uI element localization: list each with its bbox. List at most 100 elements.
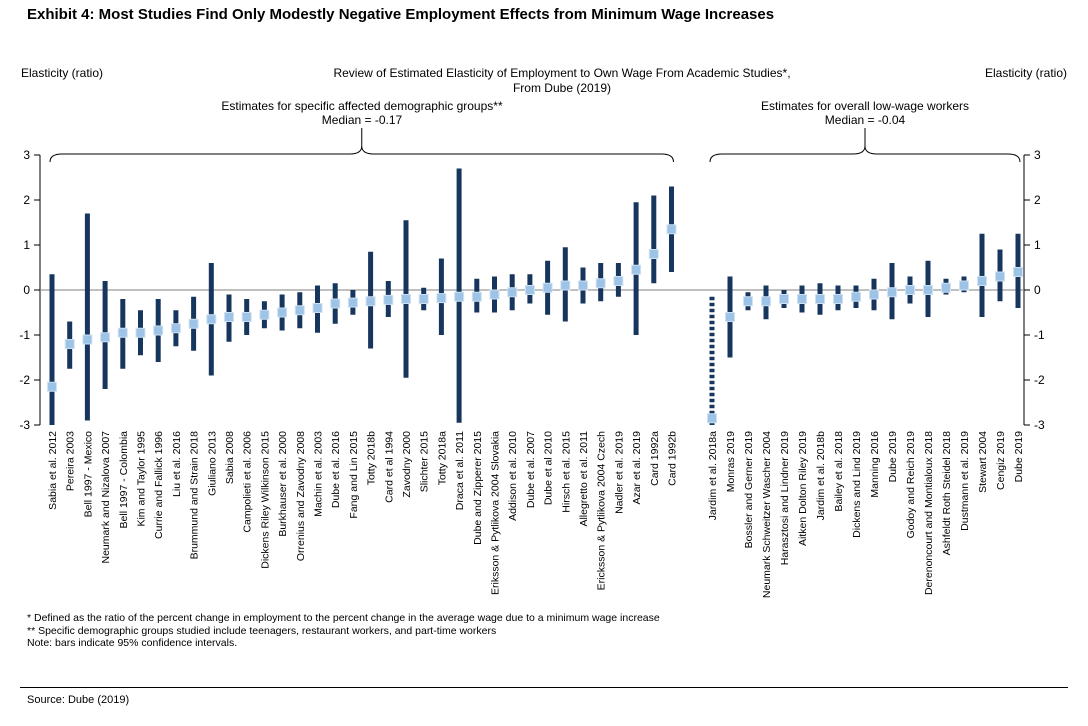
x-axis-study-label: Dube et al 2010 — [543, 431, 555, 505]
point-estimate-marker — [330, 298, 341, 309]
point-estimate-marker — [941, 282, 951, 293]
point-estimate-marker — [797, 294, 807, 304]
chart-title: Review of Estimated Elasticity of Employ… — [333, 66, 790, 96]
y-tick-label-left: 0 — [23, 283, 30, 297]
ci-bar — [651, 195, 657, 284]
point-estimate-marker — [312, 303, 323, 313]
point-estimate-marker — [454, 291, 465, 302]
y-tick-label-right: 1 — [1034, 238, 1041, 252]
x-axis-study-label: Dube et al. 2016 — [330, 431, 342, 508]
point-estimate-marker — [188, 318, 199, 329]
x-axis-study-label: Neumark Schweitzer Wascher 2004 — [761, 431, 773, 598]
point-estimate-marker — [365, 296, 376, 307]
point-estimate-marker — [743, 296, 753, 307]
point-estimate-marker — [595, 278, 606, 289]
point-estimate-marker — [923, 285, 933, 295]
point-estimate-marker — [436, 293, 447, 304]
y-tick-label-left: -3 — [19, 418, 30, 432]
x-axis-study-label: Sabia 2008 — [224, 431, 236, 484]
x-axis-study-label: Slichter 2015 — [419, 431, 431, 492]
x-axis-study-label: Card et al 1994 — [383, 431, 395, 503]
elasticity-range-chart: 3 3 2 2 1 1 0 0 -1 -1 -2 -2 -3 -3 Sabia et al. 2012 Per… — [19, 128, 1045, 598]
point-estimate-marker — [905, 285, 915, 295]
point-estimate-marker — [100, 332, 111, 343]
x-axis-study-label: Zavodny 2000 — [401, 431, 413, 498]
y-tick-label-right: 3 — [1034, 148, 1041, 162]
point-estimate-marker — [995, 271, 1005, 282]
chart-title-line1: Review of Estimated Elasticity of Employ… — [333, 66, 791, 80]
point-estimate-marker — [613, 276, 624, 286]
point-estimate-marker — [1013, 267, 1023, 277]
group-2-median-label: Median = -0.04 — [824, 113, 906, 127]
x-axis-study-label: Bossler and Gerner 2019 — [743, 431, 755, 548]
x-axis-study-label: Addison et al. 2010 — [507, 431, 519, 521]
y-tick-label-left: 2 — [23, 193, 30, 207]
x-axis-study-label: Sabia et al. 2012 — [47, 431, 59, 510]
left-axis-title: Elasticity (ratio) — [21, 66, 104, 80]
footnotes: * Defined as the ratio of the percent ch… — [27, 612, 660, 650]
ci-bar — [84, 213, 90, 421]
point-estimate-marker — [815, 294, 825, 304]
point-estimate-marker — [887, 287, 897, 298]
point-estimate-marker — [294, 305, 305, 316]
x-axis-study-label: Card 1992a — [649, 431, 661, 486]
point-estimate-marker — [383, 294, 394, 305]
point-estimate-marker — [631, 264, 642, 275]
group-brace — [709, 145, 1021, 163]
source-divider — [20, 687, 1068, 688]
x-axis-study-label: Bailey et al. 2018 — [833, 431, 845, 512]
point-estimate-marker — [761, 296, 771, 307]
point-estimate-marker — [524, 285, 535, 295]
x-axis-study-label: Draca et al. 2011 — [454, 431, 466, 510]
ci-bar — [49, 274, 55, 425]
x-axis-study-label: Neumark and Nizalova 2007 — [100, 431, 112, 564]
point-estimate-marker — [648, 249, 659, 259]
point-estimate-marker — [833, 294, 843, 304]
y-tick-label-right: -2 — [1034, 373, 1045, 387]
point-estimate-marker — [418, 294, 429, 304]
x-axis-study-label: Bell 1997 - Colombia — [118, 431, 130, 529]
point-estimate-marker — [959, 280, 969, 291]
y-tick-label-left: -2 — [19, 373, 30, 387]
point-estimate-marker — [779, 294, 789, 304]
x-axis-study-label: Cengiz 2019 — [995, 431, 1007, 490]
x-axis-study-label: Dustmann et al. 2019 — [959, 431, 971, 531]
ci-bar — [979, 233, 985, 317]
x-axis-study-label: Jardim et al. 2018b — [815, 431, 827, 520]
x-axis-study-label: Brummund and Strain 2018 — [189, 431, 201, 560]
point-estimate-marker — [489, 289, 500, 300]
point-estimate-marker — [224, 312, 234, 322]
point-estimate-marker — [64, 339, 75, 349]
point-estimate-marker — [869, 289, 879, 300]
x-axis-study-label: Eriksson & Pytlikova 2004 Slovakia — [490, 431, 502, 595]
point-estimate-marker — [135, 327, 146, 338]
x-axis-study-label: Ericksson & Pytlikova 2004 Czech — [596, 431, 608, 590]
x-axis-study-label: Dickens Riley Wilkinson 2015 — [259, 431, 271, 569]
right-axis-title: Elasticity (ratio) — [984, 66, 1067, 80]
footnote-groups: ** Specific demographic groups studied i… — [27, 624, 497, 637]
group-annotation-demographic: Estimates for specific affected demograp… — [221, 99, 502, 127]
point-estimate-marker — [578, 280, 588, 291]
y-tick-label-left: 3 — [23, 148, 30, 162]
x-axis-study-label: Campolieti et al. 2006 — [242, 431, 254, 533]
group-2-label: Estimates for overall low-wage workers — [760, 99, 970, 113]
x-axis-study-label: Bell 1997 - Mexico — [82, 431, 94, 518]
point-estimate-marker — [507, 287, 518, 298]
x-axis-study-label: Azar et al. 2019 — [631, 431, 643, 505]
point-estimate-marker — [666, 224, 677, 235]
point-estimate-marker — [47, 381, 57, 392]
x-axis-study-label: Godoy and Reich 2019 — [905, 431, 917, 539]
group-brace — [49, 145, 674, 163]
point-estimate-marker — [725, 312, 735, 322]
point-estimate-marker — [259, 309, 270, 320]
point-estimate-marker — [206, 314, 217, 325]
exhibit-title: Exhibit 4: Most Studies Find Only Modest… — [27, 6, 775, 23]
x-axis-study-label: Derenoncourt and Montialoux 2018 — [923, 431, 935, 595]
x-axis-study-label: Dube et al. 2007 — [525, 431, 537, 508]
group-1-median-label: Median = -0.17 — [321, 113, 403, 127]
group-annotation-lowwage: Estimates for overall low-wage workers M… — [761, 99, 969, 127]
x-axis-study-label: Stewart 2004 — [977, 431, 989, 493]
x-axis-study-label: Dickens and Lind 2019 — [851, 431, 863, 538]
x-axis-study-label: Card 1992b — [667, 431, 679, 486]
